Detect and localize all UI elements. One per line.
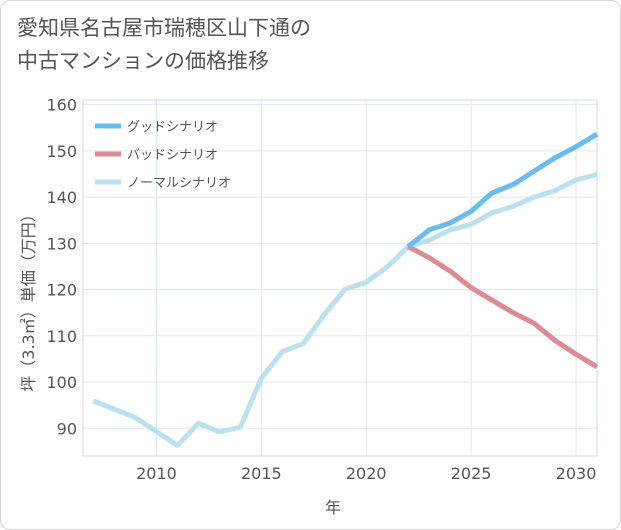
legend-label: グッドシナリオ — [127, 120, 218, 135]
y-tick-label: 100 — [46, 373, 77, 392]
x-axis-label: 年 — [325, 498, 341, 517]
series-lines — [92, 132, 599, 448]
series-line-2 — [407, 244, 599, 369]
series-line-3 — [92, 171, 598, 448]
series-line-1 — [406, 132, 599, 249]
y-tick-label: 130 — [46, 234, 77, 253]
chart-title-line-1: 愛知県名古屋市瑞穂区山下通の — [17, 16, 311, 40]
y-tick-label: 140 — [46, 188, 77, 207]
y-tick-label: 90 — [57, 419, 77, 438]
x-tick-label: 2020 — [346, 464, 387, 483]
y-tick-label: 120 — [46, 281, 77, 300]
y-tick-label: 110 — [46, 327, 77, 346]
x-tick-label: 2015 — [241, 464, 282, 483]
y-tick-label: 150 — [46, 142, 77, 161]
x-tick-label: 2010 — [136, 464, 177, 483]
legend-label: ノーマルシナリオ — [127, 176, 231, 191]
grid-lines — [82, 99, 598, 457]
legend-label: バッドシナリオ — [127, 148, 218, 163]
chart-title: 愛知県名古屋市瑞穂区山下通の 中古マンションの価格推移 — [17, 12, 577, 78]
plot-area-border — [82, 99, 598, 457]
y-axis-label: 坪（3.3㎡）単価（万円） — [19, 206, 38, 391]
y-tick-label: 160 — [46, 96, 77, 115]
tick-labels: 2010 2015 2020 2025 2030 90 100 110 120 130 140 150… — [46, 96, 596, 483]
x-tick-label: 2025 — [451, 464, 492, 483]
x-tick-label: 2030 — [556, 464, 597, 483]
chart-title-line-2: 中古マンションの価格推移 — [17, 49, 269, 73]
